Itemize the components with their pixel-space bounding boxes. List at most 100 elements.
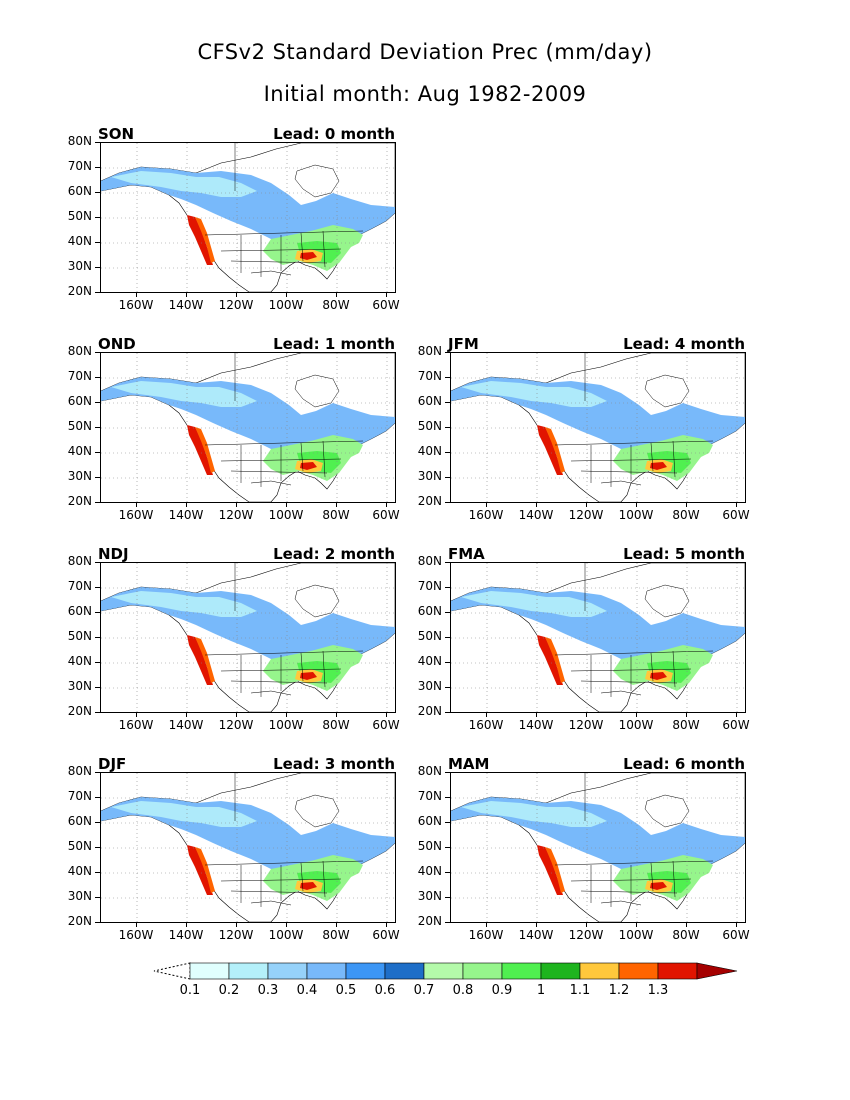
lat-tick xyxy=(445,922,450,923)
lat-tick-label: 40N xyxy=(67,654,92,668)
lat-tick-label: 70N xyxy=(417,579,442,593)
lon-tick-label: 120W xyxy=(218,508,254,522)
shading-lightblue xyxy=(111,591,257,617)
lon-tick-label: 120W xyxy=(568,508,604,522)
north-america-map xyxy=(101,143,395,292)
lon-tick-label: 60W xyxy=(722,718,750,732)
lat-tick xyxy=(445,772,450,773)
west-coast-max xyxy=(537,845,563,895)
lon-tick xyxy=(186,292,187,297)
lon-tick xyxy=(236,712,237,717)
lat-tick-label: 60N xyxy=(417,814,442,828)
precip-std-map xyxy=(100,772,396,923)
lat-tick-label: 70N xyxy=(417,369,442,383)
lat-tick-label: 50N xyxy=(67,839,92,853)
lat-tick-label: 70N xyxy=(417,789,442,803)
political-borders xyxy=(204,563,364,697)
lat-tick xyxy=(445,452,450,453)
colorbar-level-label: 1 xyxy=(536,983,546,998)
lon-tick xyxy=(236,922,237,927)
lat-tick-label: 30N xyxy=(417,679,442,693)
colorbar-level-label: 1.2 xyxy=(608,983,630,998)
colorbar-swatch xyxy=(540,962,581,980)
north-america-map xyxy=(101,353,395,502)
lon-tick xyxy=(486,922,487,927)
north-america-map xyxy=(101,563,395,712)
colorbar-swatch xyxy=(267,962,308,980)
lat-tick-label: 60N xyxy=(67,604,92,618)
precip-std-map xyxy=(450,562,746,713)
lon-tick-label: 160W xyxy=(468,718,504,732)
lat-tick-label: 80N xyxy=(67,134,92,148)
west-coast-orange xyxy=(195,847,215,893)
lat-tick-label: 30N xyxy=(67,259,92,273)
political-borders xyxy=(554,773,714,907)
lat-tick xyxy=(95,847,100,848)
lon-tick-label: 120W xyxy=(568,718,604,732)
lat-tick xyxy=(95,772,100,773)
hudson-bay xyxy=(644,584,690,618)
colorbar-swatch xyxy=(423,962,464,980)
shading-red xyxy=(650,462,667,470)
hudson-bay xyxy=(644,374,690,408)
lat-tick xyxy=(95,402,100,403)
west-coast-max xyxy=(537,425,563,475)
lat-tick-label: 40N xyxy=(417,654,442,668)
hudson-bay xyxy=(294,584,340,618)
lon-tick-label: 60W xyxy=(372,508,400,522)
lon-tick xyxy=(386,922,387,927)
lat-tick xyxy=(445,502,450,503)
shading-lightblue xyxy=(111,381,257,407)
colorbar-swatch xyxy=(384,962,425,980)
lon-tick xyxy=(686,502,687,507)
colorbar-swatch xyxy=(501,962,542,980)
lat-tick-label: 50N xyxy=(67,209,92,223)
lon-tick-label: 140W xyxy=(168,928,204,942)
lon-tick-label: 160W xyxy=(118,718,154,732)
lon-tick xyxy=(636,712,637,717)
lon-tick-label: 60W xyxy=(372,928,400,942)
west-coast-max xyxy=(537,635,563,685)
precip-std-map xyxy=(100,562,396,713)
lon-tick-label: 80W xyxy=(322,298,350,312)
lat-tick xyxy=(95,612,100,613)
colorbar-level-label: 1.3 xyxy=(647,983,669,998)
lat-tick xyxy=(95,922,100,923)
lon-tick xyxy=(336,502,337,507)
lat-tick xyxy=(95,217,100,218)
lon-tick xyxy=(636,502,637,507)
colorbar-level-label: 0.3 xyxy=(257,983,279,998)
lat-tick xyxy=(95,687,100,688)
season-label: DJF xyxy=(98,755,127,773)
hudson-bay xyxy=(644,794,690,828)
lon-tick-label: 100W xyxy=(268,508,304,522)
lon-tick-label: 80W xyxy=(672,928,700,942)
map-panel-ndj: NDJ Lead: 2 month 80N 70N 60N 50N 40N 30N 20N … xyxy=(50,545,400,737)
lon-tick xyxy=(236,292,237,297)
lead-label: Lead: 6 month xyxy=(623,755,745,773)
lat-tick xyxy=(95,797,100,798)
lon-tick-label: 120W xyxy=(218,928,254,942)
lon-tick xyxy=(686,712,687,717)
hudson-bay xyxy=(294,794,340,828)
north-america-map xyxy=(451,563,745,712)
lon-tick xyxy=(136,712,137,717)
lat-tick-label: 50N xyxy=(417,839,442,853)
lat-tick xyxy=(445,897,450,898)
lon-tick xyxy=(586,502,587,507)
lat-tick xyxy=(445,427,450,428)
lat-tick xyxy=(95,167,100,168)
season-label: JFM xyxy=(448,335,479,353)
lat-tick xyxy=(445,797,450,798)
colorbar-level-label: 0.6 xyxy=(374,983,396,998)
lon-tick-label: 140W xyxy=(168,298,204,312)
lon-tick-label: 60W xyxy=(372,298,400,312)
lon-tick xyxy=(486,712,487,717)
lead-label: Lead: 5 month xyxy=(623,545,745,563)
lat-tick-label: 20N xyxy=(67,284,92,298)
precip-std-map xyxy=(100,142,396,293)
lat-tick-label: 60N xyxy=(417,394,442,408)
lon-tick xyxy=(286,922,287,927)
shading-lightblue xyxy=(111,801,257,827)
west-coast-orange xyxy=(545,847,565,893)
